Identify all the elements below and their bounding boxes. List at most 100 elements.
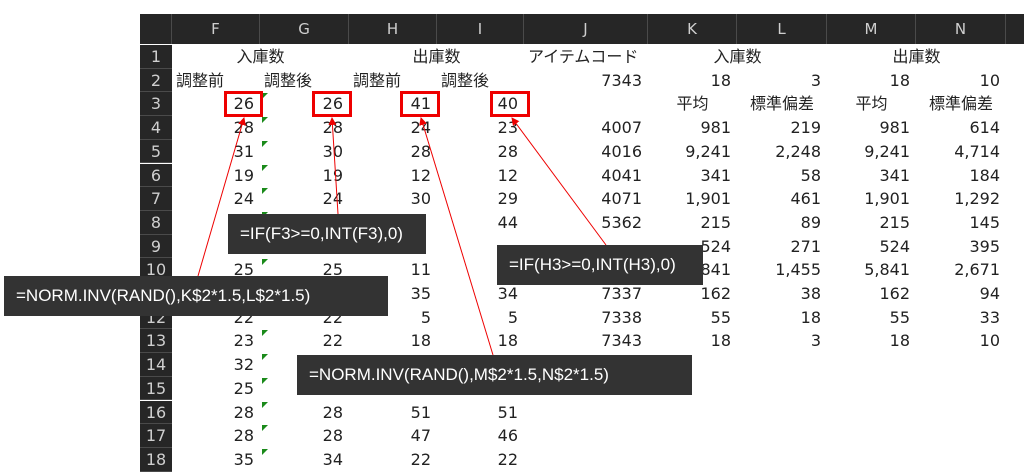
row-header-7[interactable]: 7 [140, 187, 172, 211]
cell-H5[interactable]: 28 [410, 141, 431, 161]
cell-F2[interactable]: 調整前 [176, 70, 225, 90]
cell-M2[interactable]: 18 [889, 70, 910, 90]
cell-H17[interactable]: 47 [410, 426, 431, 446]
cell-N2[interactable]: 10 [979, 70, 1000, 90]
column-header-J[interactable]: J [524, 14, 648, 44]
cell-G3[interactable]: 26 [322, 94, 343, 114]
cell-L7[interactable]: 461 [790, 189, 821, 209]
row-header-2[interactable]: 2 [140, 68, 172, 93]
cell-J12[interactable]: 7338 [601, 307, 642, 327]
cell-N12[interactable]: 33 [979, 307, 1000, 327]
cell-M11[interactable]: 162 [879, 284, 910, 303]
row-header-15[interactable]: 15 [140, 376, 172, 401]
cell-L2[interactable]: 3 [810, 70, 821, 90]
row-header-5[interactable]: 5 [140, 139, 172, 164]
cell-H10[interactable]: 11 [410, 260, 431, 280]
column-header-L[interactable]: L [737, 14, 827, 44]
cell-F13[interactable]: 23 [233, 331, 254, 351]
cell-L6[interactable]: 58 [800, 165, 821, 185]
cell-K13[interactable]: 18 [710, 331, 731, 351]
cell-F5[interactable]: 31 [233, 141, 254, 161]
cell-N5[interactable]: 4,714 [954, 141, 1000, 161]
cell-M10[interactable]: 5,841 [864, 260, 910, 280]
cell-L3[interactable]: 標準偏差 [749, 94, 814, 114]
cell-I8[interactable]: 44 [497, 212, 518, 232]
cell-M9[interactable]: 524 [879, 236, 910, 256]
cell-H6[interactable]: 12 [410, 165, 431, 185]
row-header-3[interactable]: 3 [140, 92, 172, 117]
cell-K3[interactable]: 平均 [676, 94, 709, 114]
cell-M12[interactable]: 55 [889, 307, 910, 327]
cell-H7[interactable]: 30 [410, 189, 431, 209]
cell-G2[interactable]: 調整後 [264, 70, 313, 90]
column-header-K[interactable]: K [648, 14, 737, 44]
cell-N4[interactable]: 614 [969, 118, 1000, 138]
cell-J11[interactable]: 7337 [601, 284, 642, 303]
cell-I12[interactable]: 5 [507, 307, 518, 327]
cell-K11[interactable]: 162 [700, 284, 731, 303]
column-header-G[interactable]: G [260, 14, 349, 44]
cell-N10[interactable]: 2,671 [954, 260, 1000, 280]
select-all-corner[interactable] [140, 14, 172, 44]
cell-L12[interactable]: 18 [800, 307, 821, 327]
cell-H1[interactable]: 出庫数 [412, 47, 461, 66]
cell-J4[interactable]: 4007 [601, 118, 642, 138]
cell-I11[interactable]: 34 [497, 284, 518, 303]
row-header-8[interactable]: 8 [140, 210, 172, 235]
cell-K1[interactable]: 入庫数 [713, 47, 762, 66]
cell-J8[interactable]: 5362 [601, 212, 642, 232]
cell-J5[interactable]: 4016 [601, 141, 642, 161]
cell-K7[interactable]: 1,901 [685, 189, 731, 209]
cell-M5[interactable]: 9,241 [864, 141, 910, 161]
cell-N9[interactable]: 395 [969, 236, 1000, 256]
cell-M1[interactable]: 出庫数 [892, 47, 941, 66]
cell-L5[interactable]: 2,248 [775, 141, 821, 161]
cell-F1[interactable]: 入庫数 [236, 47, 285, 66]
cell-K6[interactable]: 341 [700, 165, 731, 185]
cell-N6[interactable]: 184 [969, 165, 1000, 185]
cell-H3[interactable]: 41 [410, 94, 431, 114]
cell-N7[interactable]: 1,292 [954, 189, 1000, 209]
cell-J2[interactable]: 7343 [601, 70, 642, 90]
cell-I5[interactable]: 28 [497, 141, 518, 161]
row-header-1[interactable]: 1 [140, 45, 172, 69]
cell-F17[interactable]: 28 [233, 426, 254, 446]
cell-H11[interactable]: 35 [410, 284, 431, 303]
row-header-6[interactable]: 6 [140, 163, 172, 188]
cell-N11[interactable]: 94 [979, 284, 1000, 303]
cell-F10[interactable]: 25 [233, 260, 254, 280]
cell-I6[interactable]: 12 [497, 165, 518, 185]
column-header-H[interactable]: H [349, 14, 437, 44]
cell-I2[interactable]: 調整後 [441, 70, 490, 90]
cell-J7[interactable]: 4071 [601, 189, 642, 209]
row-header-13[interactable]: 13 [140, 329, 172, 354]
cell-M3[interactable]: 平均 [855, 94, 888, 114]
cell-N13[interactable]: 10 [979, 331, 1000, 351]
cell-G6[interactable]: 19 [322, 165, 343, 185]
cell-G16[interactable]: 28 [322, 402, 343, 422]
cell-H2[interactable]: 調整前 [353, 70, 402, 90]
cell-M13[interactable]: 18 [889, 331, 910, 351]
cell-K9[interactable]: 524 [700, 236, 731, 256]
cell-G10[interactable]: 25 [322, 260, 343, 280]
column-header-M[interactable]: M [827, 14, 916, 44]
cell-L8[interactable]: 89 [800, 212, 821, 232]
cell-G17[interactable]: 28 [322, 426, 343, 446]
cell-F7[interactable]: 24 [233, 189, 254, 209]
cell-J6[interactable]: 4041 [601, 165, 642, 185]
row-header-17[interactable]: 17 [140, 424, 172, 448]
cell-K12[interactable]: 55 [710, 307, 731, 327]
cell-M6[interactable]: 341 [879, 165, 910, 185]
cell-L11[interactable]: 38 [800, 284, 821, 303]
cell-K2[interactable]: 18 [710, 70, 731, 90]
cell-F16[interactable]: 28 [233, 402, 254, 422]
cell-I3[interactable]: 40 [497, 94, 518, 114]
cell-L9[interactable]: 271 [790, 236, 821, 256]
cell-L13[interactable]: 3 [810, 331, 821, 351]
cell-G7[interactable]: 24 [322, 189, 343, 209]
cell-I17[interactable]: 46 [497, 426, 518, 446]
row-header-9[interactable]: 9 [140, 234, 172, 259]
cell-F6[interactable]: 19 [233, 165, 254, 185]
column-header-N[interactable]: N [916, 14, 1006, 44]
cell-K8[interactable]: 215 [700, 212, 731, 232]
